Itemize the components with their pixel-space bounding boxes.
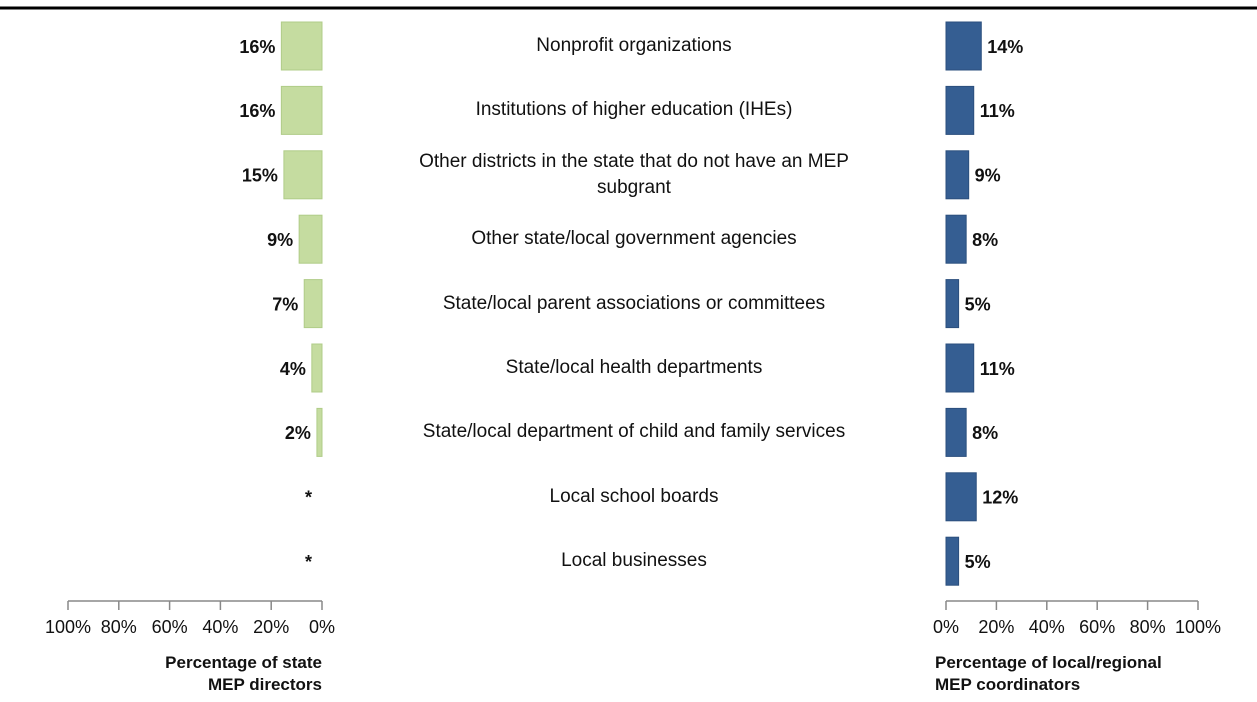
value-label: 12% bbox=[982, 488, 1018, 508]
bar bbox=[316, 407, 323, 457]
value-label: 5% bbox=[965, 294, 991, 314]
x-tick-label: 40% bbox=[1029, 617, 1065, 637]
value-label: * bbox=[305, 552, 312, 572]
bar bbox=[280, 21, 323, 71]
category-label: State/local department of child and fami… bbox=[422, 421, 846, 443]
bar bbox=[945, 150, 970, 200]
value-label: 9% bbox=[975, 166, 1001, 186]
bar bbox=[945, 279, 960, 329]
bar bbox=[945, 214, 967, 264]
bar bbox=[311, 343, 323, 393]
value-label: 4% bbox=[280, 359, 306, 379]
value-label: 7% bbox=[272, 294, 298, 314]
value-label: * bbox=[305, 488, 312, 508]
x-tick-label: 100% bbox=[1175, 617, 1221, 637]
x-tick-label: 60% bbox=[152, 617, 188, 637]
value-label: 11% bbox=[980, 359, 1015, 379]
value-label: 16% bbox=[239, 101, 275, 121]
category-label: Local school boards bbox=[549, 485, 719, 507]
bar bbox=[298, 214, 323, 264]
category-label: Local businesses bbox=[561, 550, 707, 572]
category-label: Other districts in the state that do not… bbox=[419, 150, 849, 198]
bar bbox=[303, 279, 323, 329]
value-label: 5% bbox=[965, 552, 991, 572]
value-label: 11% bbox=[980, 101, 1015, 121]
x-tick-label: 80% bbox=[1130, 617, 1166, 637]
bar bbox=[945, 21, 982, 71]
value-label: 9% bbox=[267, 230, 293, 250]
category-label: State/local parent associations or commi… bbox=[442, 292, 826, 314]
x-tick-label: 0% bbox=[933, 617, 959, 637]
x-tick-label: 60% bbox=[1079, 617, 1115, 637]
x-tick-label: 20% bbox=[978, 617, 1014, 637]
bar bbox=[283, 150, 323, 200]
axis-title: Percentage of state MEP directors bbox=[165, 653, 322, 694]
bar bbox=[280, 85, 323, 135]
axis-title: Percentage of local/regional MEP coordin… bbox=[935, 653, 1162, 694]
x-tick-label: 20% bbox=[253, 617, 289, 637]
bar bbox=[945, 407, 967, 457]
bar bbox=[945, 343, 975, 393]
category-label: Other state/local government agencies bbox=[471, 228, 797, 250]
value-label: 15% bbox=[242, 166, 278, 186]
value-label: 8% bbox=[972, 230, 998, 250]
value-label: 14% bbox=[987, 37, 1023, 57]
bar bbox=[945, 472, 977, 522]
category-label: State/local health departments bbox=[505, 357, 763, 378]
category-label: Nonprofit organizations bbox=[536, 35, 732, 56]
value-label: 16% bbox=[239, 37, 275, 57]
value-label: 2% bbox=[285, 423, 311, 443]
x-tick-label: 0% bbox=[309, 617, 335, 637]
x-tick-label: 100% bbox=[45, 617, 91, 637]
category-label: Institutions of higher education (IHEs) bbox=[475, 99, 793, 121]
bar bbox=[945, 536, 960, 586]
x-tick-label: 40% bbox=[202, 617, 238, 637]
value-label: 8% bbox=[972, 423, 998, 443]
bar bbox=[945, 85, 975, 135]
x-tick-label: 80% bbox=[101, 617, 137, 637]
